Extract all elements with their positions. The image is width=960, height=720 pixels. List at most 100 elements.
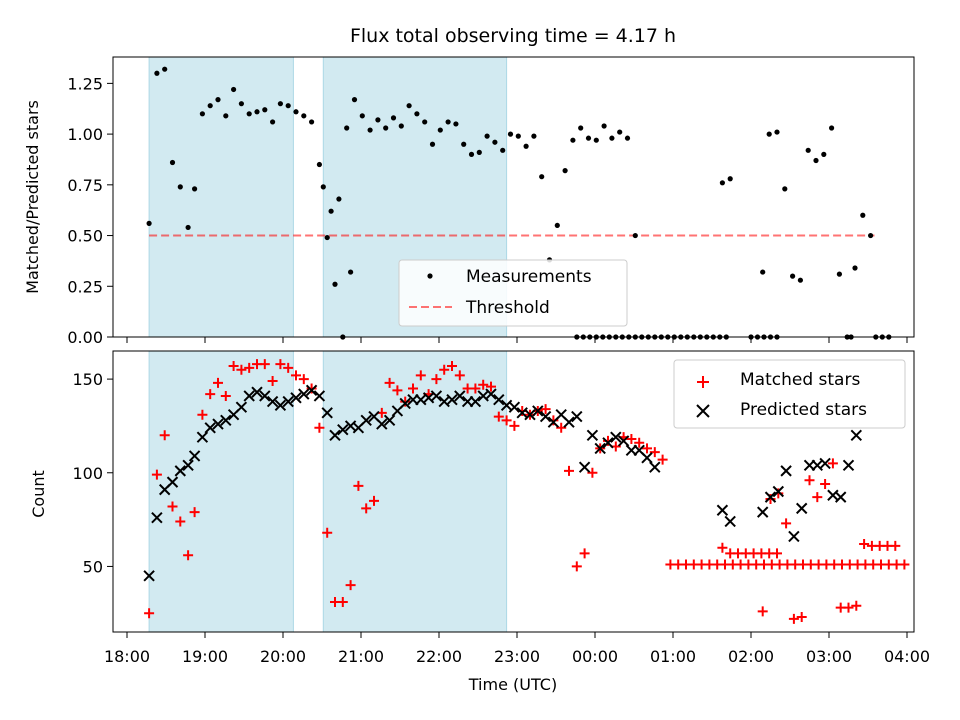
bottom-x-ticks: 18:00 19:00 20:00 21:00 22:00 23:00 00:00 01:00… (104, 632, 930, 666)
matched-star-point (796, 612, 807, 623)
predicted-star-point (360, 414, 372, 427)
legend-matched-label: Matched stars (740, 370, 860, 390)
predicted-star-point (174, 465, 187, 477)
bottom-panel: 50 100 150 18:00 19:00 20:00 21:00 22:00 23:00 0… (29, 350, 930, 694)
predicted-star-point (337, 423, 349, 436)
measurement-point (821, 151, 827, 157)
measurement-point (146, 220, 152, 226)
measurement-point (270, 119, 276, 125)
measurement-point (609, 135, 615, 141)
matched-star-point (175, 516, 186, 527)
predicted-star-point (204, 422, 216, 434)
matched-star-point (183, 550, 194, 561)
predicted-star-point (282, 395, 294, 408)
y-tick-label: 1.25 (67, 74, 103, 93)
matched-star-point (804, 475, 815, 486)
measurement-point (215, 97, 221, 103)
matched-star-point (470, 383, 481, 394)
measurement-point (429, 141, 436, 147)
measurement-point (445, 119, 451, 125)
x-tick-label: 04:00 (884, 647, 930, 666)
y-tick-label: 0.00 (67, 328, 103, 347)
top-x-ticks (126, 337, 908, 343)
x-tick-label: 22:00 (416, 647, 462, 666)
matched-star-point (392, 385, 403, 396)
bottom-y-label: Count (29, 470, 48, 518)
top-y-label: Matched/Predicted stars (23, 100, 42, 294)
bottom-legend: Matched stars Predicted stars (673, 359, 906, 429)
measurement-point (468, 151, 475, 157)
x-tick-label: 00:00 (572, 647, 618, 666)
x-tick-label: 20:00 (260, 647, 306, 666)
measurement-point (328, 208, 334, 214)
measurement-point (790, 273, 796, 279)
predicted-star-point (383, 414, 396, 427)
shaded-interval (148, 350, 294, 633)
bottom-axes-frame (112, 350, 915, 633)
predicted-star-point (788, 530, 800, 543)
measurement-point (727, 176, 733, 182)
measurement-point (254, 109, 260, 115)
matched-star-point (820, 479, 831, 490)
top-legend: Measurements Threshold (398, 259, 628, 327)
measurement-point (207, 103, 213, 109)
measurement-point (453, 121, 459, 127)
predicted-star-point (578, 461, 591, 473)
measurement-point (797, 277, 804, 283)
matched-star-point (587, 467, 598, 478)
matched-star-point (447, 360, 457, 371)
count-points (143, 359, 910, 624)
predicted-star-point (329, 429, 341, 442)
measurement-point (632, 232, 638, 239)
matched-star-point (415, 370, 426, 381)
measurement-point (585, 135, 592, 141)
matched-star-point (493, 411, 504, 422)
predicted-star-point (485, 388, 497, 400)
measurement-point (500, 147, 506, 153)
matched-star-point (159, 430, 170, 441)
measurement-point (406, 103, 412, 109)
top-axes-frame (112, 56, 915, 338)
measurement-point (617, 129, 623, 135)
predicted-star-point (764, 491, 777, 503)
predicted-star-point (508, 401, 521, 413)
measurement-point (774, 129, 780, 135)
measurement-point (238, 101, 244, 107)
predicted-star-point (602, 437, 614, 449)
matched-star-point (851, 600, 862, 611)
matched-star-point (626, 434, 637, 445)
matched-star-point (812, 492, 823, 503)
matched-star-point (275, 359, 286, 370)
matched-star-point (213, 377, 223, 388)
matched-star-point (267, 375, 278, 386)
predicted-star-point (235, 401, 248, 413)
matched-star-point (899, 559, 910, 570)
matched-star-point (189, 507, 200, 518)
measurement-point (223, 113, 229, 119)
measurement-point (578, 125, 584, 131)
matched-star-point (509, 420, 520, 431)
measurement-point (805, 147, 811, 153)
matched-star-point (634, 437, 645, 448)
matched-star-point (890, 540, 901, 551)
predicted-star-point (469, 395, 482, 408)
predicted-star-point (795, 502, 808, 515)
x-tick-label: 19:00 (182, 647, 228, 666)
matched-star-point (765, 493, 776, 504)
predicted-star-point (305, 384, 318, 397)
y-tick-label: 0.50 (67, 227, 103, 246)
measurement-point (367, 127, 373, 133)
matched-star-point (859, 538, 870, 549)
x-tick-label: 21:00 (338, 647, 384, 666)
measurement-point (539, 174, 545, 180)
top-legend-box (398, 259, 628, 327)
predicted-star-point (524, 408, 536, 421)
predicted-star-point (539, 410, 552, 423)
predicted-star-point (446, 393, 458, 406)
predicted-star-point (274, 399, 287, 412)
bottom-shaded-intervals (148, 350, 508, 633)
matched-star-point (486, 381, 496, 392)
matched-star-point (431, 374, 442, 385)
predicted-star-point (143, 570, 155, 582)
